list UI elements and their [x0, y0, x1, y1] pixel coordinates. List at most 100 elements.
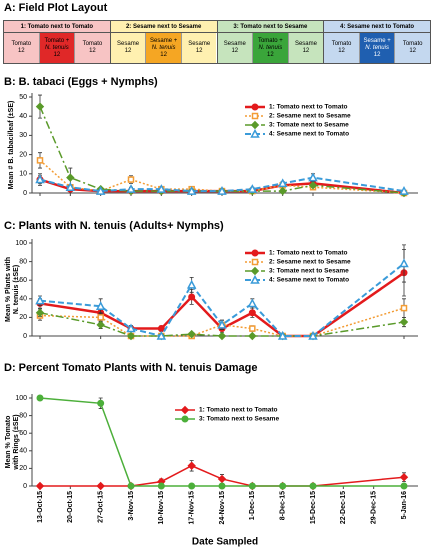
cell-line: 12 — [195, 48, 203, 54]
legend-label: 3: Tomato next to Sesame — [199, 416, 279, 423]
legend-marker — [181, 415, 189, 423]
point — [309, 482, 317, 490]
legend-marker — [250, 274, 260, 284]
legend-label: 4: Sesame next to Tomato — [269, 131, 349, 138]
plot-cell: Sesame 12 — [288, 33, 324, 63]
legend-label: 4: Sesame next to Tomato — [269, 277, 349, 284]
cell-line: N. tenuis — [45, 44, 69, 51]
legend-marker — [251, 112, 259, 120]
plot-cell: Sesame 12 — [110, 33, 147, 63]
point — [187, 329, 196, 339]
point — [217, 331, 227, 341]
point — [35, 295, 45, 305]
point — [277, 178, 288, 188]
series-line — [39, 397, 404, 487]
point — [217, 474, 227, 484]
point — [248, 331, 257, 341]
cell-line: N. tenuis — [151, 44, 176, 51]
cell-line: N. tenuis — [258, 44, 283, 51]
cell-line: Tomato + — [257, 37, 283, 44]
legend-marker — [251, 103, 259, 111]
point — [36, 394, 44, 402]
plot-group: 1: Tomato next to Tomato Tomato 12 Tomato +… — [4, 21, 111, 63]
cell-line: Sesame — [294, 41, 317, 47]
cell-line: 12 — [89, 48, 96, 54]
point — [127, 482, 135, 490]
group-cells: Tomato 12 Tomato + N. tenuis 12 Tomato 12 — [4, 33, 110, 63]
x-tick-label: 10-Nov-15 — [158, 491, 165, 525]
cell-line: Tomato + — [44, 37, 70, 44]
y-tick-label: 60 — [19, 277, 27, 284]
plot-cell: Tomato + N. tenuis 12 — [253, 33, 289, 63]
series-line — [39, 307, 405, 337]
point — [156, 330, 167, 340]
point — [399, 258, 409, 268]
plot-cell: Tomato 12 — [4, 33, 40, 63]
chart-title: D: Percent Tomato Plants with N. tenuis … — [4, 362, 257, 374]
plot-cell: Tomato 12 — [324, 33, 360, 63]
point — [248, 309, 256, 317]
point — [35, 102, 45, 111]
legend-marker — [251, 249, 259, 257]
legend-label: 2: Sesame next to Sesame — [269, 113, 351, 120]
cell-line: 12 — [17, 48, 25, 54]
x-tick-label: 24-Nov-15 — [219, 491, 226, 525]
x-tick-label: 1-Dec-15 — [249, 491, 256, 520]
cell-line: 12 — [160, 51, 167, 58]
plot-cell: Sesame + N. tenuis 12 — [146, 33, 182, 63]
plot-group: 4: Sesame next to Tomato Tomato 12 Sesame +… — [324, 21, 430, 63]
group-header: 4: Sesame next to Tomato — [324, 21, 430, 33]
cell-line: 12 — [124, 48, 132, 54]
point — [308, 181, 318, 190]
point — [156, 184, 167, 193]
cell-line: Tomato — [82, 41, 103, 47]
cell-line: 12 — [373, 51, 381, 58]
y-tick-label: 100 — [15, 240, 27, 247]
x-tick-label: 22-Dec-15 — [340, 491, 347, 524]
point — [247, 298, 258, 308]
legend-marker — [251, 258, 259, 266]
plot-cell: Tomato 12 — [75, 33, 110, 63]
point — [186, 279, 197, 289]
cell-line: Sesame — [223, 41, 246, 47]
point — [399, 472, 409, 482]
x-tick-label: 27-Oct-15 — [98, 491, 105, 523]
x-tick-label: 3-Nov-15 — [128, 491, 135, 521]
point — [217, 319, 227, 329]
cell-line: 12 — [53, 51, 61, 58]
cell-line: 12 — [338, 48, 345, 54]
panel-a-title: A: Field Plot Layout — [4, 2, 108, 14]
x-tick-label: 29-Dec-15 — [371, 491, 378, 524]
plot-cell: Sesame 12 — [217, 33, 254, 63]
point — [97, 314, 104, 321]
legend-label: 1: Tomato next to Tomato — [269, 104, 348, 111]
point — [35, 308, 45, 317]
group-cells: Sesame 12 Sesame + N. tenuis 12 Sesame 12 — [110, 33, 217, 63]
cell-line: Sesame + — [150, 37, 178, 44]
point — [127, 176, 135, 183]
x-tick-label: 5-Jan-16 — [401, 491, 408, 520]
x-tick-label: 13-Oct-15 — [37, 491, 44, 523]
legend-label: 2: Sesame next to Sesame — [269, 259, 351, 266]
point — [96, 481, 105, 491]
point — [36, 157, 44, 164]
point — [399, 185, 409, 195]
plot-cell: Tomato + N. tenuis 12 — [39, 33, 76, 63]
y-tick-label: 0 — [23, 190, 27, 197]
point — [35, 481, 45, 491]
point — [400, 304, 408, 312]
group-header: 2: Sesame next to Sesame — [110, 21, 217, 33]
cell-line: Sesame — [188, 41, 211, 47]
legend-marker — [250, 128, 260, 138]
field-layout: 1: Tomato next to Tomato Tomato 12 Tomato +… — [3, 20, 431, 64]
group-header: 3: Tomato next to Sesame — [217, 21, 324, 33]
y-tick-label: 60 — [19, 430, 27, 437]
point — [400, 482, 408, 490]
legend-label: 3: Tomate next to Sesame — [269, 268, 349, 275]
y-tick-label: 40 — [19, 448, 27, 455]
cell-line: Tomato — [331, 41, 352, 47]
y-tick-label: 10 — [19, 171, 27, 178]
y-tick-label: 40 — [19, 113, 27, 120]
